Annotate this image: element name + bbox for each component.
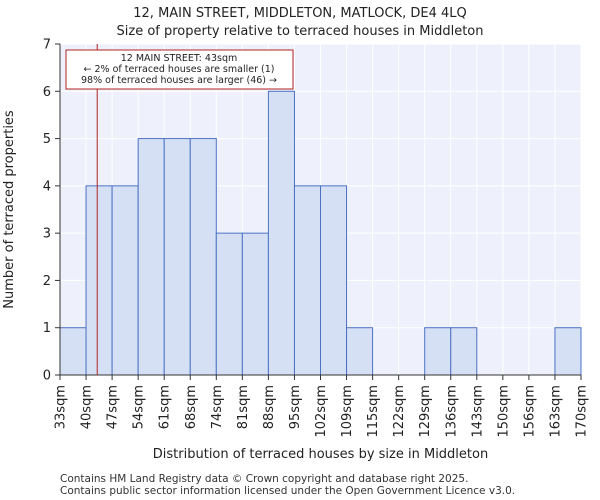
x-tick-label-136sqm: 136sqm [444, 385, 459, 438]
y-tick-label: 1 [43, 321, 51, 336]
y-tick-label: 4 [43, 179, 51, 194]
x-tick-label-109sqm: 109sqm [340, 385, 355, 438]
chart-subtitle: Size of property relative to terraced ho… [116, 24, 484, 39]
x-tick-label-156sqm: 156sqm [522, 385, 537, 438]
bar-68sqm [189, 138, 217, 376]
x-tick-label-129sqm: 129sqm [418, 385, 433, 438]
bar-129sqm [424, 327, 452, 376]
y-tick-label: 5 [43, 132, 51, 147]
bar-95sqm [293, 185, 322, 376]
x-tick-label-170sqm: 170sqm [575, 385, 590, 438]
bar-81sqm [241, 232, 269, 376]
x-tick-label-61sqm: 61sqm [158, 385, 173, 429]
chart-title: 12, MAIN STREET, MIDDLETON, MATLOCK, DE4… [133, 6, 467, 21]
x-tick-label-102sqm: 102sqm [314, 385, 329, 438]
x-tick-label-115sqm: 115sqm [366, 385, 381, 438]
bar-136sqm [450, 327, 478, 376]
x-tick-label-150sqm: 150sqm [496, 385, 511, 438]
bar-88sqm [267, 90, 295, 376]
bar-47sqm [111, 185, 139, 376]
x-axis-title: Distribution of terraced houses by size … [153, 447, 488, 462]
y-tick-label: 2 [43, 274, 51, 289]
bar-74sqm [215, 232, 243, 376]
y-tick-label: 0 [43, 369, 51, 384]
footer-line-2: Contains public sector information licen… [60, 485, 516, 497]
bar-33sqm [59, 327, 87, 376]
x-tick-label-40sqm: 40sqm [80, 385, 95, 429]
y-tick-label: 6 [43, 85, 51, 100]
bar-54sqm [137, 138, 165, 376]
y-axis-title: Number of terraced properties [2, 110, 17, 309]
y-tick-label: 3 [43, 227, 51, 242]
annotation-line-1: 12 MAIN STREET: 43sqm [121, 53, 237, 64]
bar-61sqm [163, 138, 191, 376]
x-tick-label-143sqm: 143sqm [470, 385, 485, 438]
bar-163sqm [554, 327, 582, 376]
footer-line-1: Contains HM Land Registry data © Crown c… [60, 473, 469, 485]
x-tick-label-163sqm: 163sqm [548, 385, 563, 438]
bar-102sqm [320, 185, 348, 376]
x-tick-label-33sqm: 33sqm [54, 385, 69, 429]
x-tick-label-54sqm: 54sqm [132, 385, 147, 429]
x-tick-label-122sqm: 122sqm [392, 385, 407, 438]
bar-109sqm [346, 327, 374, 376]
annotation-line-2: ← 2% of terraced houses are smaller (1) [84, 64, 275, 75]
y-tick-label: 7 [43, 38, 51, 53]
bar-40sqm [85, 185, 113, 376]
x-tick-label-81sqm: 81sqm [236, 385, 251, 429]
annotation-box [65, 49, 294, 90]
annotation-line-3: 98% of terraced houses are larger (46) → [81, 75, 277, 86]
x-tick-label-47sqm: 47sqm [106, 385, 121, 429]
x-tick-label-88sqm: 88sqm [262, 385, 277, 429]
x-tick-label-68sqm: 68sqm [184, 385, 199, 429]
x-tick-label-74sqm: 74sqm [210, 385, 225, 429]
x-tick-label-95sqm: 95sqm [288, 385, 303, 429]
